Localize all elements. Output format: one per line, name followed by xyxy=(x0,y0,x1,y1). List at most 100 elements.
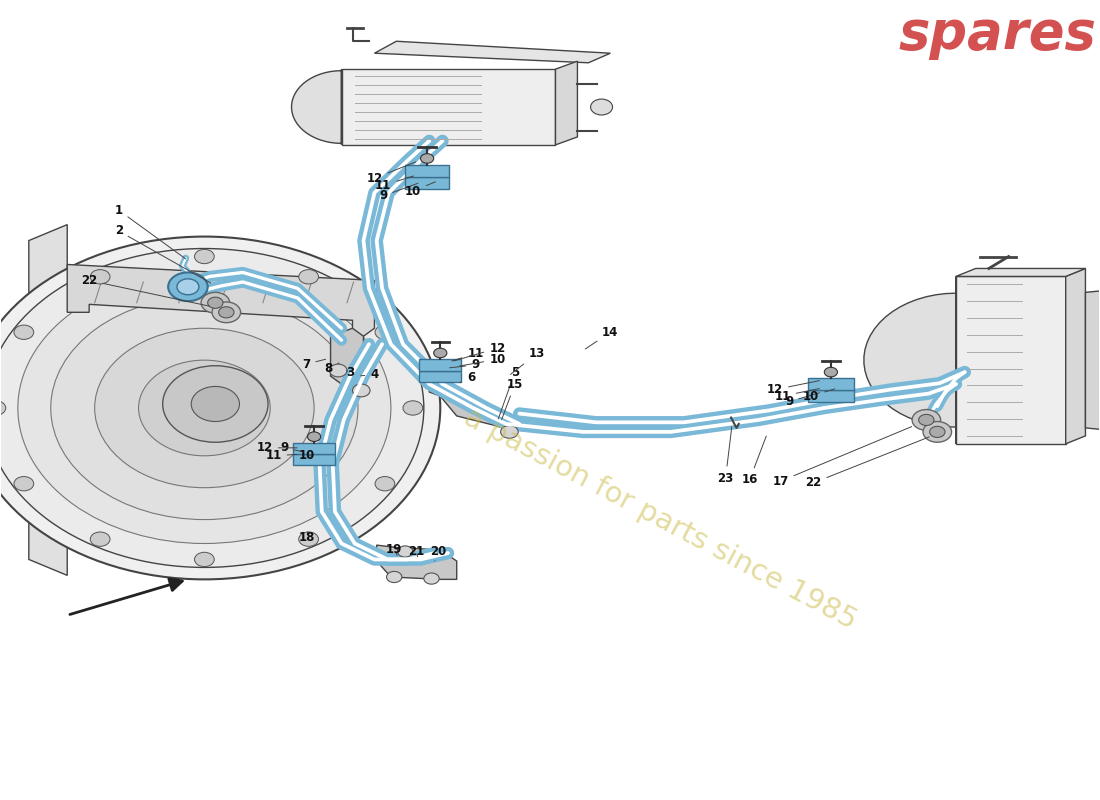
Text: 9: 9 xyxy=(450,358,480,371)
Circle shape xyxy=(299,532,319,546)
Circle shape xyxy=(139,360,271,456)
Circle shape xyxy=(375,477,395,491)
Polygon shape xyxy=(374,42,610,62)
Circle shape xyxy=(912,410,940,430)
Circle shape xyxy=(0,237,440,579)
Text: 12: 12 xyxy=(366,162,416,185)
Circle shape xyxy=(177,279,199,294)
Polygon shape xyxy=(956,269,1086,277)
Text: 3: 3 xyxy=(346,366,354,378)
Text: 9: 9 xyxy=(379,183,418,202)
Circle shape xyxy=(0,249,424,567)
Circle shape xyxy=(208,297,223,308)
Circle shape xyxy=(930,426,945,438)
Bar xyxy=(405,165,449,177)
Text: 4: 4 xyxy=(361,368,378,381)
Polygon shape xyxy=(1086,288,1100,432)
Bar xyxy=(419,370,461,382)
Circle shape xyxy=(824,367,837,377)
Text: 11: 11 xyxy=(452,347,484,361)
Circle shape xyxy=(14,325,34,339)
Circle shape xyxy=(191,386,240,422)
Circle shape xyxy=(591,99,613,115)
Polygon shape xyxy=(429,372,519,432)
Polygon shape xyxy=(29,225,67,575)
Polygon shape xyxy=(331,328,363,392)
Text: spares: spares xyxy=(899,8,1097,60)
Circle shape xyxy=(163,366,268,442)
Text: 10: 10 xyxy=(460,353,506,366)
Text: 11: 11 xyxy=(265,450,297,462)
Polygon shape xyxy=(956,277,1066,444)
Polygon shape xyxy=(341,69,556,145)
Circle shape xyxy=(330,364,346,377)
Circle shape xyxy=(0,401,6,415)
Circle shape xyxy=(195,250,214,264)
Circle shape xyxy=(375,325,395,339)
Text: 14: 14 xyxy=(585,326,618,349)
Text: 13: 13 xyxy=(510,347,544,374)
Bar xyxy=(807,378,854,390)
Polygon shape xyxy=(376,545,456,579)
Text: 7: 7 xyxy=(302,358,326,370)
Text: a passion for parts since 1985: a passion for parts since 1985 xyxy=(459,404,861,635)
Text: 20: 20 xyxy=(430,545,447,561)
Circle shape xyxy=(403,401,422,415)
Circle shape xyxy=(219,306,234,318)
Text: 18: 18 xyxy=(298,530,315,544)
Text: 11: 11 xyxy=(375,176,414,192)
Circle shape xyxy=(397,546,412,557)
Text: 16: 16 xyxy=(741,436,767,486)
Polygon shape xyxy=(556,61,578,145)
Circle shape xyxy=(420,154,433,163)
Circle shape xyxy=(386,571,402,582)
Text: 12: 12 xyxy=(454,342,506,361)
Text: 10: 10 xyxy=(298,450,315,462)
Circle shape xyxy=(168,273,208,301)
Circle shape xyxy=(500,426,518,438)
Text: 12: 12 xyxy=(767,381,820,396)
Text: 8: 8 xyxy=(324,362,339,374)
Text: 12: 12 xyxy=(256,442,297,454)
Text: 5: 5 xyxy=(498,366,519,419)
Text: 10: 10 xyxy=(803,389,835,402)
Polygon shape xyxy=(1066,269,1086,444)
Circle shape xyxy=(201,292,230,313)
Circle shape xyxy=(90,270,110,284)
Text: 15: 15 xyxy=(502,378,524,420)
Bar xyxy=(419,359,461,370)
Circle shape xyxy=(212,302,241,322)
Circle shape xyxy=(95,328,315,488)
Text: 1: 1 xyxy=(114,204,186,259)
Circle shape xyxy=(923,422,952,442)
Circle shape xyxy=(299,270,319,284)
Bar xyxy=(807,390,854,402)
Text: 19: 19 xyxy=(386,543,403,556)
Polygon shape xyxy=(292,69,341,145)
Circle shape xyxy=(18,273,390,543)
Circle shape xyxy=(308,432,321,442)
Circle shape xyxy=(90,532,110,546)
Circle shape xyxy=(14,477,34,491)
Circle shape xyxy=(918,414,934,426)
Polygon shape xyxy=(67,265,374,344)
Circle shape xyxy=(352,384,370,397)
Bar xyxy=(294,454,334,466)
Bar xyxy=(405,177,449,189)
Text: 11: 11 xyxy=(774,389,820,402)
Text: 9: 9 xyxy=(280,442,300,454)
Circle shape xyxy=(424,573,439,584)
Text: 6: 6 xyxy=(460,371,475,384)
Text: 21: 21 xyxy=(408,545,425,558)
Text: 2: 2 xyxy=(114,225,211,283)
Circle shape xyxy=(195,552,214,566)
Polygon shape xyxy=(864,277,956,444)
Circle shape xyxy=(433,348,447,358)
Circle shape xyxy=(51,296,358,519)
Text: 17: 17 xyxy=(772,426,912,488)
Text: 9: 9 xyxy=(785,393,820,408)
Text: 22: 22 xyxy=(81,274,209,306)
Text: 22: 22 xyxy=(805,437,929,490)
Bar xyxy=(294,443,334,454)
Text: 23: 23 xyxy=(717,426,734,485)
